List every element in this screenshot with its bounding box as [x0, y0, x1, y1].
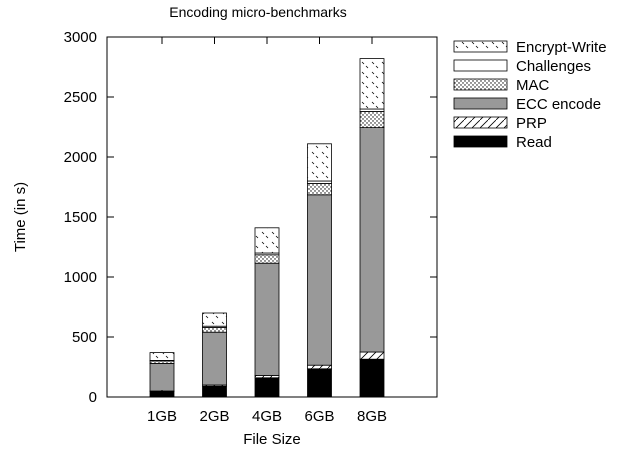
x-tick-label-2gb: 2GB: [199, 408, 229, 425]
bar-mac-8gb: [359, 111, 385, 129]
legend-swatch-encrypt-write: [453, 40, 508, 53]
legend-swatch-mac: [453, 78, 508, 91]
bar-ecc-encode-8gb: [359, 127, 385, 353]
legend-swatch-prp: [453, 116, 508, 129]
y-axis: 0 500 1000 1500 2000 2500 3000: [64, 29, 437, 406]
y-tick-label: 1000: [64, 269, 97, 286]
bar-encrypt-write-6gb: [307, 143, 332, 182]
y-tick-label: 0: [89, 389, 97, 406]
legend-swatch-challenges: [453, 59, 508, 72]
x-tick-label-4gb: 4GB: [252, 408, 282, 425]
bar-mac-6gb: [307, 182, 332, 196]
legend: Encrypt-Write Challenges MAC ECC encode PRP R…: [453, 39, 607, 151]
legend-label-challenges: Challenges: [516, 58, 591, 75]
bar-encrypt-write-4gb: [254, 227, 280, 254]
legend-swatch-ecc-encode: [453, 97, 508, 110]
legend-swatch-read: [453, 135, 508, 148]
legend-label-read: Read: [516, 134, 552, 151]
bar-encrypt-write-8gb: [359, 58, 385, 110]
bar-ecc-encode-1gb: [149, 362, 175, 392]
y-tick-label: 2500: [64, 89, 97, 106]
bar-prp-6gb: [307, 364, 332, 370]
legend-label-encrypt-write: Encrypt-Write: [516, 39, 607, 56]
x-tick-label-1gb: 1GB: [147, 408, 177, 425]
legend-label-prp: PRP: [516, 115, 547, 132]
y-axis-label: Time (in s): [12, 182, 29, 252]
bar-ecc-encode-2gb: [202, 331, 227, 386]
bar-mac-4gb: [254, 254, 280, 264]
legend-label-mac: MAC: [516, 77, 550, 94]
bar-prp-8gb: [359, 351, 385, 360]
x-axis: 1GB 2GB 4GB 6GB 8GB: [147, 37, 387, 425]
x-tick-label-8gb: 8GB: [357, 408, 387, 425]
bar-encrypt-write-2gb: [202, 312, 227, 327]
x-axis-label: File Size: [243, 431, 301, 448]
y-tick-label: 500: [72, 329, 97, 346]
y-tick-label: 2000: [64, 149, 97, 166]
y-tick-label: 3000: [64, 29, 97, 46]
x-tick-label-6gb: 6GB: [304, 408, 334, 425]
bar-mac-2gb: [202, 326, 227, 333]
chart-title: Encoding micro-benchmarks: [169, 4, 346, 20]
bar-ecc-encode-6gb: [307, 194, 332, 366]
bar-encrypt-write-1gb: [149, 352, 175, 361]
legend-label-ecc-encode: ECC encode: [516, 96, 601, 113]
bar-ecc-encode-4gb: [254, 262, 280, 376]
y-tick-label: 1500: [64, 209, 97, 226]
bars-group: [149, 58, 385, 398]
